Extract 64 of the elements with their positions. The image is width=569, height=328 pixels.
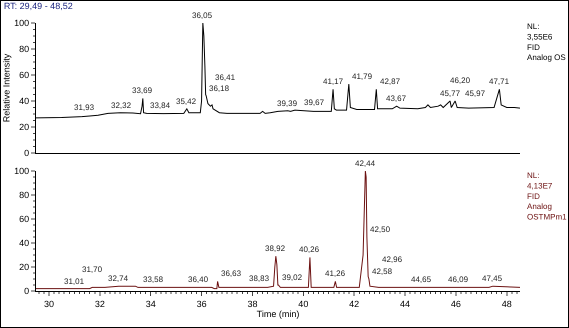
y-tick-label: 60 <box>19 70 30 80</box>
annotation: 42,44 <box>355 159 376 168</box>
line-series <box>36 171 520 290</box>
annotation: 42,58 <box>372 267 393 276</box>
annotation: 33,58 <box>143 275 164 284</box>
y-tick-label: 0 <box>24 148 30 158</box>
annotation: 32,74 <box>108 274 129 283</box>
annotation: 35,42 <box>176 97 197 106</box>
annotation: 41,79 <box>352 72 373 81</box>
y-tick-label: 40 <box>19 96 30 106</box>
annotation: 33,84 <box>150 101 171 110</box>
annotation: 46,20 <box>450 76 471 85</box>
y-tick-label: 0 <box>24 286 30 296</box>
y-tick-label: 100 <box>14 166 30 176</box>
annotation: 45,97 <box>465 89 486 98</box>
x-tick-label: 34 <box>146 298 156 309</box>
text: NL: 4,13E7 FID Analog OSTMPm1 <box>527 171 568 222</box>
annotation: 39,39 <box>277 99 298 108</box>
annotation: 46,09 <box>448 275 469 284</box>
y-tick-label: 20 <box>19 262 30 272</box>
annotation: 38,83 <box>249 274 270 283</box>
annotation: 42,87 <box>380 77 401 86</box>
annotation: 40,26 <box>299 245 320 254</box>
annotation: 36,40 <box>188 275 209 284</box>
x-tick-label: 42 <box>349 298 360 309</box>
annotation: 42,96 <box>382 255 403 264</box>
annotation: 41,17 <box>323 77 344 86</box>
annotation: 36,05 <box>192 11 213 20</box>
y-tick-label: 80 <box>19 44 30 54</box>
annotation: 36,41 <box>215 73 236 82</box>
annotation: 33,69 <box>132 86 153 95</box>
text: NL: 3,55E6 FID Analog OS <box>527 22 566 62</box>
annotation: 31,01 <box>64 277 85 286</box>
annotation: 44,65 <box>411 275 432 284</box>
annotation: 31,93 <box>74 103 95 112</box>
chart-title: RT: 29,49 - 48,52 <box>4 0 73 11</box>
annotation: 32,32 <box>111 101 132 110</box>
annotation: 36,18 <box>209 84 230 93</box>
y-tick-label: 100 <box>14 18 30 28</box>
y-tick-label: 60 <box>19 214 30 224</box>
x-tick-label: 48 <box>502 298 512 309</box>
annotation: 42,50 <box>370 225 391 234</box>
x-tick-label: 30 <box>44 298 54 309</box>
y-axis-title: Relative Intensity <box>2 53 12 122</box>
annotation: 31,70 <box>82 265 103 274</box>
x-tick-label: 38 <box>247 298 258 309</box>
x-tick-label: 36 <box>196 298 207 309</box>
x-tick-label: 32 <box>94 298 105 309</box>
annotation: 47,45 <box>482 274 503 283</box>
annotation: 38,92 <box>265 244 286 253</box>
y-tick-label: 40 <box>19 238 30 248</box>
annotation: 45,77 <box>440 89 461 98</box>
y-tick-label: 20 <box>19 122 30 132</box>
x-tick-label: 46 <box>450 298 461 309</box>
annotation: 39,02 <box>282 273 303 282</box>
annotation: 36,63 <box>221 269 242 278</box>
y-tick-label: 80 <box>19 190 30 200</box>
x-tick-label: 44 <box>400 298 410 309</box>
x-axis-title: Time (min) <box>256 308 300 319</box>
annotation: 39,67 <box>304 98 325 107</box>
annotation: 43,67 <box>386 94 407 103</box>
x-tick-label: 40 <box>298 298 308 309</box>
annotation: 41,26 <box>325 269 346 278</box>
annotation: 47,71 <box>489 77 510 86</box>
